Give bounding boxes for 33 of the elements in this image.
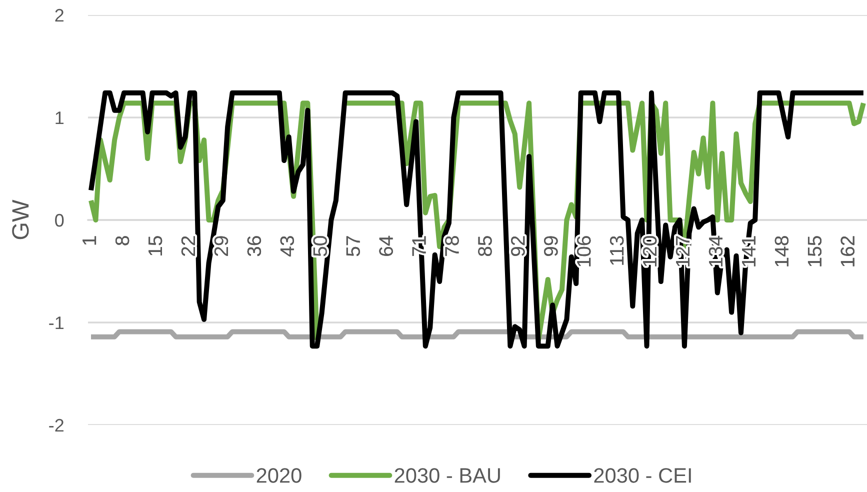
x-tick-label: 113 <box>610 236 624 265</box>
x-tick-label: 71 <box>412 236 426 256</box>
legend-label: 2030 - BAU <box>394 468 500 483</box>
x-tick-label: 64 <box>379 236 393 256</box>
x-tick-label: 99 <box>544 236 558 256</box>
x-tick-label: 155 <box>808 236 822 266</box>
y-tick-label: 2 <box>55 8 64 22</box>
x-tick-label: 29 <box>214 236 228 256</box>
y-tick-label: -1 <box>49 316 64 330</box>
x-tick-label: 36 <box>247 236 262 256</box>
x-tick-label: 127 <box>676 236 690 266</box>
x-tick-label: 8 <box>115 236 130 246</box>
x-tick-label: 85 <box>478 236 492 256</box>
x-tick-label: 1 <box>82 236 96 245</box>
x-tick-label: 141 <box>742 236 756 266</box>
x-tick-label: 106 <box>576 236 591 266</box>
x-tick-label: 148 <box>774 236 789 266</box>
x-tick-label: 22 <box>181 236 195 256</box>
y-tick-label: -2 <box>49 418 64 432</box>
legend-label: 2020 <box>256 468 302 483</box>
x-tick-label: 15 <box>148 236 162 256</box>
x-tick-label: 50 <box>313 236 328 256</box>
x-tick-label: 92 <box>511 236 525 256</box>
x-tick-label: 134 <box>708 236 723 266</box>
x-tick-label: 78 <box>445 236 459 256</box>
x-tick-label: 162 <box>840 236 855 266</box>
x-tick-label: 57 <box>346 236 360 256</box>
y-axis-title: GW <box>12 200 29 240</box>
x-tick-label: 120 <box>642 236 657 266</box>
x-tick-label: 43 <box>280 236 294 256</box>
legend-label: 2030 - CEI <box>594 468 691 483</box>
y-tick-label: 1 <box>56 112 64 124</box>
y-tick-label: 0 <box>55 214 64 227</box>
